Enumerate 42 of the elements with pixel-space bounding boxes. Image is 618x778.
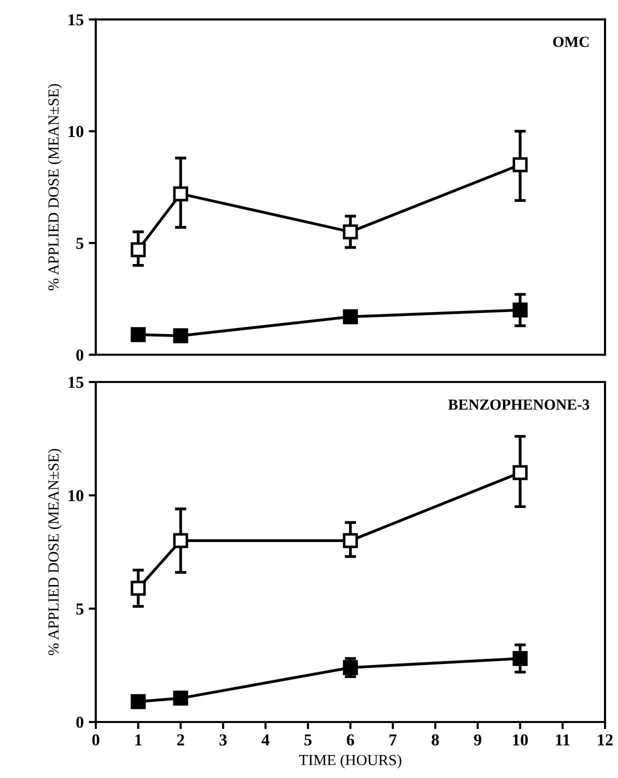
y-tick-label: 10 xyxy=(68,490,84,502)
x-tick-label: 10 xyxy=(513,734,528,746)
point xyxy=(342,309,358,324)
point xyxy=(342,224,358,240)
x-tick-label: 0 xyxy=(92,734,100,746)
x-tick-label: 5 xyxy=(304,734,312,746)
x-tick-label: 8 xyxy=(432,734,439,746)
x-tick-label: 4 xyxy=(262,734,270,746)
x-tick-label: 6 xyxy=(346,734,354,746)
point xyxy=(173,533,188,548)
point xyxy=(512,465,528,480)
point xyxy=(130,327,146,342)
point xyxy=(173,186,188,202)
x-tick-label: 3 xyxy=(220,734,227,746)
y-axis-title: % APPLIED DOSE (MEAN±SE) xyxy=(48,448,62,656)
point xyxy=(130,242,146,258)
point xyxy=(173,690,188,706)
point xyxy=(173,328,188,344)
x-tick-label: 2 xyxy=(177,734,184,746)
y-tick-label: 15 xyxy=(68,376,84,388)
x-tick-label: 12 xyxy=(598,734,613,746)
point xyxy=(512,302,528,318)
y-tick-label: 0 xyxy=(76,349,84,361)
y-tick-label: 5 xyxy=(76,238,84,249)
y-tick-label: 10 xyxy=(68,126,84,138)
point xyxy=(130,580,146,596)
x-tick-label: 1 xyxy=(135,734,142,746)
y-axis-title: % APPLIED DOSE (MEAN±SE) xyxy=(48,84,62,290)
x-axis-title: TIME (HOURS) xyxy=(299,754,402,768)
point xyxy=(512,157,528,172)
x-tick-label: 11 xyxy=(556,734,570,746)
point xyxy=(342,660,358,676)
text: OMC xyxy=(553,36,589,47)
x-tick-label: 7 xyxy=(390,734,397,746)
y-tick-label: 15 xyxy=(68,14,84,26)
point xyxy=(130,694,146,710)
point xyxy=(512,651,528,666)
y-tick-label: 0 xyxy=(76,716,84,728)
x-tick-label: 9 xyxy=(474,734,482,746)
point xyxy=(342,533,358,548)
text: BENZOPHENONE-3 xyxy=(448,399,590,410)
y-tick-label: 5 xyxy=(76,604,84,615)
